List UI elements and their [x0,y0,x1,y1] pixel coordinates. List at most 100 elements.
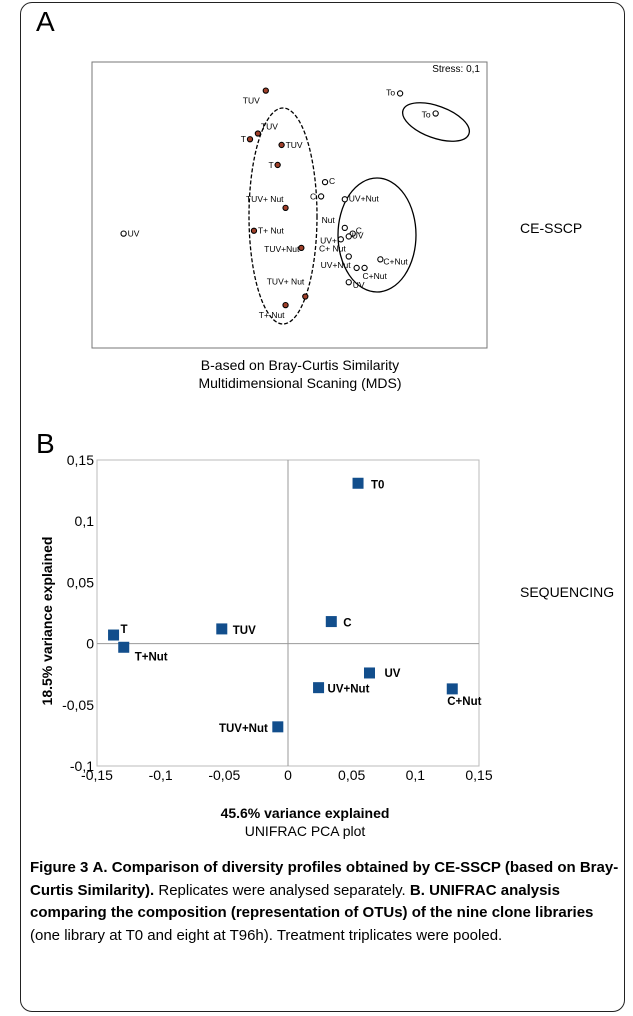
mds-point-label: TUV [261,122,278,132]
mds-point [377,256,384,263]
pca-point-label: UV+Nut [328,684,370,696]
mds-point [321,178,329,186]
treated-group-ellipse [248,107,318,325]
mds-point-label: Nut [322,215,336,225]
control-group-ellipse [337,177,417,293]
panel-a-label: A [36,6,55,37]
mds-point [246,136,254,143]
panel-b-label: B [36,428,55,459]
figure-caption: Figure 3 A. Comparison of diversity prof… [30,857,620,947]
pca-point-label: T0 [371,479,384,491]
mds-plot: Stress: 0,1 UV To To TUV TUV T TUV T TUV+ Nut T+ … [91,61,488,349]
pca-x-tick-label: 0,05 [338,767,365,783]
panel-b-side-label: SEQUENCING [520,584,615,600]
pca-y-axis-label: 18.5% variance explained [39,537,55,706]
pca-y-tick-label: 0,05 [67,574,94,590]
mds-point-label: C+Nut [383,256,408,266]
mds-point-label: UV+ [320,235,337,245]
pca-y-tick-label: 0 [86,636,94,652]
mds-point [317,193,325,200]
mds-point-label: UV [353,280,365,290]
mds-point-label: To [422,109,431,119]
panel-a-caption-line1: B-ased on Bray-Curtis Similarity [200,357,400,373]
caption-part-b-note: (one library at T0 and eight at T96h). T… [30,926,503,944]
pca-point-label: UV [384,668,400,680]
stress-annotation: Stress: 0,1 [432,64,480,75]
mds-point [396,90,404,97]
mds-point-label: T [241,134,246,144]
mds-point [302,293,309,300]
pca-x-tick-label: 0 [284,767,292,783]
mds-point [341,196,348,203]
pca-point [446,683,458,695]
pca-point [352,477,364,489]
pca-point-label: T [121,624,128,636]
mds-point [341,224,348,232]
pca-point [108,629,120,641]
mds-point-label: UV+Nut [349,193,380,203]
panel-a-side-label: CE-SSCP [520,220,583,236]
mds-point [298,244,305,252]
mds-point-label: UV [352,230,364,240]
mds-point [262,87,269,94]
mds-point [337,236,344,243]
pca-y-tick-label: 0,15 [67,452,94,468]
mds-point [282,204,289,212]
mds-point-label: UV+Nut [321,260,352,270]
pca-x-axis-label: 45.6% variance explained [221,805,390,821]
mds-point-label: C+Nut [363,271,388,281]
pca-x-tick-label: 0,1 [406,767,426,783]
mds-point [345,279,352,286]
pca-point-label: C+Nut [447,696,481,708]
mds-point-label: T+ Nut [258,226,284,236]
panel-a-caption-line2: Multidimensional Scaning (MDS) [198,375,402,391]
mds-point [345,233,352,240]
pca-point [216,623,228,635]
pca-y-tick-label: -0,1 [70,758,94,774]
mds-point [345,253,352,260]
caption-part-a-note: Replicates were analysed separately. [154,881,410,899]
mds-point-label: TUV [243,96,260,106]
mds-point-label: T+ Nut [259,310,285,320]
t0-group-ellipse [402,102,470,142]
caption-part-b: B. UNIFRAC analysis comparing the compos… [30,881,594,922]
caption-figure-number: Figure 3 [30,859,89,876]
mds-point-label: TUV+Nut [264,244,300,254]
pca-x-tick-label: -0,15 [81,767,113,783]
mds-point-label: C [356,226,362,236]
mds-point [278,141,285,149]
mds-point-label: C [310,191,316,201]
pca-point-label: T+Nut [135,651,168,663]
mds-point [120,230,127,237]
caption-part-a: A. Comparison of diversity profiles obta… [30,859,619,899]
pca-subtitle: UNIFRAC PCA plot [245,823,366,839]
mds-point [250,227,258,234]
pca-point-label: TUV [233,625,256,637]
panel-a-caption: B-ased on Bray-Curtis Similarity Multidi… [90,356,510,392]
mds-point [361,264,368,272]
pca-point-label: C [343,618,351,630]
mds-point-label: UV [128,229,140,239]
pca-x-tick-label: -0,05 [208,767,240,783]
pca-y-tick-label: 0,1 [75,513,95,529]
pca-point [118,641,130,653]
mds-point [282,301,289,309]
pca-x-tick-label: -0,1 [149,767,173,783]
mds-point [274,161,281,169]
mds-point-label: T [268,160,273,170]
figure-frame [20,2,625,1012]
mds-point-label: TUV+ Nut [267,277,305,287]
pca-x-tick-label: 0,15 [465,767,492,783]
mds-point-label: To [386,87,395,97]
pca-y-tick-label: -0,05 [62,697,94,713]
pca-point [272,721,284,733]
mds-point-label: TUV [286,140,303,150]
mds-point [254,130,262,137]
mds-point-label: C+ Nut [319,243,346,253]
pca-point [313,682,325,694]
mds-plot-area [91,61,488,349]
mds-point [432,110,439,117]
pca-point [325,616,337,628]
pca-point [363,667,375,679]
mds-point [353,264,360,272]
